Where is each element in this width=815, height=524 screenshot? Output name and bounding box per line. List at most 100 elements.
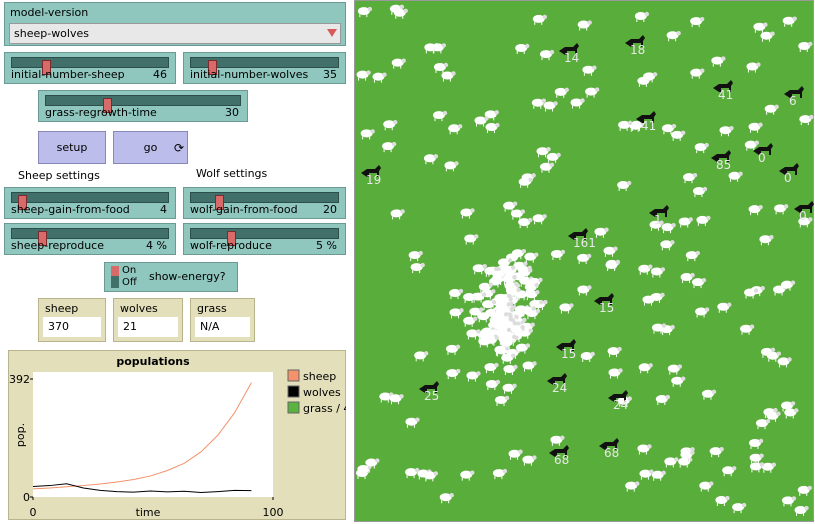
setup-button[interactable]: setup [38,131,106,164]
sheep [484,335,500,346]
slider[interactable]: wolf-reproduce 5 % [183,223,346,255]
slider-track [45,95,241,113]
chooser[interactable]: model-version sheep-wolves [4,2,346,46]
sheep [433,62,449,74]
slider-label: initial-number-wolves [190,68,309,81]
sheep [678,217,693,228]
slider[interactable]: sheep-gain-from-food 4 [4,187,176,219]
sheep [482,299,497,311]
wolf-label: 24 [552,381,567,395]
sheep [664,457,679,468]
sheep [536,147,551,158]
sheep [532,14,547,25]
wolf-label: 18 [630,43,645,57]
go-button[interactable]: go ⟳ [113,131,188,164]
plot: populations time pop. 0 392 0 100 sheep wolves gr… [8,350,346,520]
slider-label: wolf-reproduce [190,239,272,252]
sheep [466,371,481,382]
sheep [559,303,574,314]
wolf [559,43,579,55]
wolf [649,205,669,217]
x-tick-label: 0 [30,506,37,519]
sheep [759,235,774,246]
monitor: wolves 21 [113,298,183,342]
sheep [515,343,531,354]
sheep [695,307,710,318]
sheep [577,20,592,31]
switch[interactable]: On Off show-energy? [104,262,238,292]
sheep [649,220,664,231]
y-tick-label: 0 [23,491,30,504]
legend-label: wolves [303,386,341,399]
sheep [518,217,533,229]
sheep [463,316,478,327]
wolf [713,80,733,92]
sheep [660,240,675,251]
slider[interactable]: sheep-reproduce 4 % [4,223,176,255]
series-line [32,483,252,493]
monitor-label: wolves [120,302,158,315]
dropdown-arrow [327,29,337,37]
sheep [539,49,555,61]
sheep [667,364,683,375]
slider-knob [42,60,52,75]
wolf-label: 25 [424,389,439,403]
sheep [582,65,597,76]
sheep [511,249,527,260]
wolf [625,35,645,47]
y-axis-label: pop. [14,423,27,447]
sheep [365,458,380,469]
monitor-value: N/A [195,317,250,337]
sheep [728,171,743,182]
sheep [432,110,448,122]
sheep [755,418,771,430]
legend-swatch [287,401,300,414]
note: Wolf settings [196,167,268,180]
sheep [732,502,747,514]
slider[interactable]: initial-number-wolves 35 [183,52,346,84]
sheep [389,394,404,405]
sheep [502,383,517,394]
wolf [784,86,804,98]
slider[interactable]: grass-regrowth-time 30 [38,90,248,122]
slider-label: initial-number-sheep [11,68,125,81]
slider[interactable]: initial-number-sheep 46 [4,52,176,84]
sheep [617,180,632,192]
wolf-label: 24 [613,398,628,412]
sheep [405,417,420,428]
slider-knob [37,231,47,246]
slider-label: sheep-gain-from-food [11,203,130,216]
sheep [780,280,796,291]
slider[interactable]: wolf-gain-from-food 20 [183,187,346,219]
sheep [650,292,665,303]
sheep [605,259,621,270]
sheep [608,368,623,379]
sheep [794,505,809,517]
sheep [484,266,499,277]
sheep [639,469,654,480]
sheep [423,154,439,165]
wolf [753,143,773,155]
wolf [599,438,619,450]
sheep [501,265,516,276]
sheep [617,396,632,407]
sheep [408,250,423,262]
sheep [423,471,439,482]
sheep [580,351,595,362]
sheep [446,368,461,380]
sheep [496,327,512,338]
wolf-label: 19 [366,173,381,187]
slider-knob [208,60,218,75]
sheep [748,122,763,133]
sheep [655,394,671,406]
world-view: 14 18 41 6 41 85 0 0 19 1 0 161 15 15 25 24 24 68 68 [354,0,814,522]
sheep [607,346,622,358]
wolf [779,163,799,175]
sheep [715,495,730,507]
legend-label: sheep [303,370,336,383]
slider-track [11,228,169,246]
sheep [449,308,464,319]
sheep [625,481,640,492]
wolf [711,150,731,162]
sheep [550,249,566,260]
